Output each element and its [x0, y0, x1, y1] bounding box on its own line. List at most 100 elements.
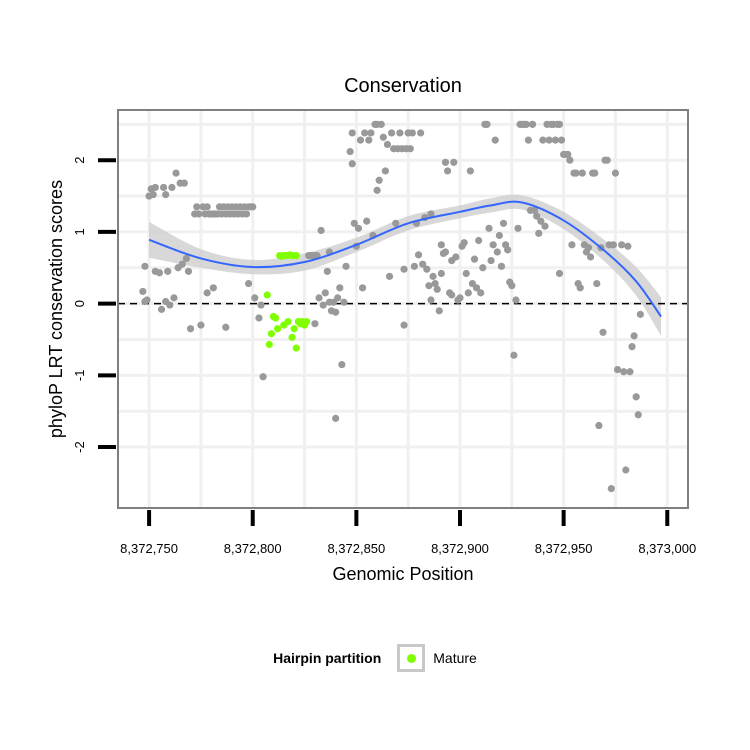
data-point-other: [257, 301, 265, 309]
data-point-other: [584, 244, 593, 252]
data-point-other: [319, 301, 327, 309]
scatter-chart: Conservation 8,372,750 8,372,800 8,372,850…: [46, 75, 696, 584]
data-point-mature: [274, 325, 282, 333]
data-point-other: [197, 321, 205, 329]
y-tick-label: -2: [72, 441, 87, 453]
y-tick-label: -1: [72, 370, 87, 382]
data-point-mature: [303, 317, 311, 326]
data-point-other: [203, 203, 211, 211]
data-point-other: [593, 279, 601, 288]
data-point-other: [350, 219, 358, 227]
data-point-other: [576, 284, 584, 292]
data-point-other: [358, 284, 367, 292]
y-tick-label: 1: [72, 228, 87, 235]
data-point-other: [249, 203, 257, 211]
data-point-mature: [263, 291, 271, 299]
x-tick-label: 8,372,850: [327, 541, 385, 556]
data-point-other: [508, 282, 516, 290]
data-point-other: [537, 217, 545, 225]
data-point-other: [429, 272, 437, 280]
data-point-other: [388, 129, 396, 137]
data-point-other: [178, 260, 186, 268]
data-point-other: [251, 294, 259, 302]
data-point-other: [184, 267, 193, 275]
legend-dot-icon: [406, 653, 416, 663]
legend-key: [397, 644, 426, 672]
data-point-other: [443, 167, 452, 175]
data-point-other: [348, 129, 356, 137]
points-other: [139, 120, 644, 493]
data-point-other: [195, 210, 203, 218]
data-point-other: [203, 289, 211, 297]
data-point-other: [514, 224, 522, 232]
data-point-other: [512, 296, 520, 304]
data-point-other: [611, 169, 620, 177]
data-point-other: [634, 411, 642, 419]
data-point-other: [427, 210, 435, 218]
data-point-other: [414, 251, 423, 259]
data-point-other: [448, 291, 456, 299]
data-point-other: [222, 323, 230, 331]
data-point-other: [613, 365, 622, 374]
data-point-other: [186, 325, 195, 333]
data-point-other: [427, 296, 435, 304]
data-point-other: [489, 241, 497, 249]
data-point-other: [259, 373, 267, 381]
data-point-mature: [267, 330, 275, 338]
data-point-other: [373, 186, 381, 194]
data-point-other: [149, 191, 157, 199]
data-point-other: [338, 360, 346, 369]
data-point-other: [379, 133, 387, 141]
data-point-other: [193, 203, 201, 211]
data-point-other: [435, 307, 443, 315]
data-point-other: [620, 368, 628, 376]
data-point-other: [336, 284, 344, 292]
data-point-other: [493, 248, 501, 256]
data-point-other: [242, 210, 251, 218]
data-point-other: [170, 294, 178, 302]
data-point-other: [323, 267, 331, 275]
data-point-mature: [292, 344, 300, 352]
data-point-other: [572, 169, 580, 177]
legend-title: Hairpin partition: [273, 650, 382, 666]
data-point-other: [182, 254, 190, 263]
data-point-other: [491, 136, 499, 144]
y-tick-label: 2: [72, 157, 87, 164]
data-point-other: [383, 140, 392, 149]
data-point-other: [450, 158, 458, 166]
points-mature: [263, 251, 311, 352]
data-point-other: [609, 241, 617, 249]
confidence-ribbon: [149, 194, 662, 336]
data-point-other: [504, 246, 512, 254]
data-point-other: [472, 284, 481, 292]
data-point-other: [528, 120, 537, 128]
data-point-other: [417, 129, 425, 137]
data-point-other: [487, 256, 495, 265]
data-point-mature: [288, 333, 296, 341]
data-point-mature: [284, 317, 292, 326]
data-point-other: [431, 279, 439, 288]
x-tick-label: 8,372,800: [224, 541, 282, 556]
plot-panel-border: [117, 109, 689, 509]
data-point-other: [151, 183, 159, 192]
data-point-other: [470, 255, 479, 263]
data-point-other: [139, 287, 147, 296]
data-point-other: [441, 158, 450, 166]
data-point-other: [425, 282, 433, 290]
data-point-other: [564, 150, 572, 159]
data-point-other: [164, 267, 172, 275]
x-tick-label: 8,372,900: [431, 541, 489, 556]
data-point-other: [367, 129, 375, 137]
y-axis-label: phyloP LRT conservation scores: [46, 180, 66, 438]
data-point-other: [630, 332, 638, 340]
data-point-mature: [265, 340, 273, 349]
data-point-other: [157, 305, 166, 313]
data-point-other: [485, 224, 493, 232]
data-point-other: [400, 321, 408, 329]
data-point-other: [385, 272, 394, 280]
data-point-other: [437, 269, 445, 278]
data-point-other: [522, 120, 530, 128]
data-point-other: [586, 253, 595, 261]
data-point-other: [160, 183, 168, 192]
data-point-other: [419, 260, 427, 268]
